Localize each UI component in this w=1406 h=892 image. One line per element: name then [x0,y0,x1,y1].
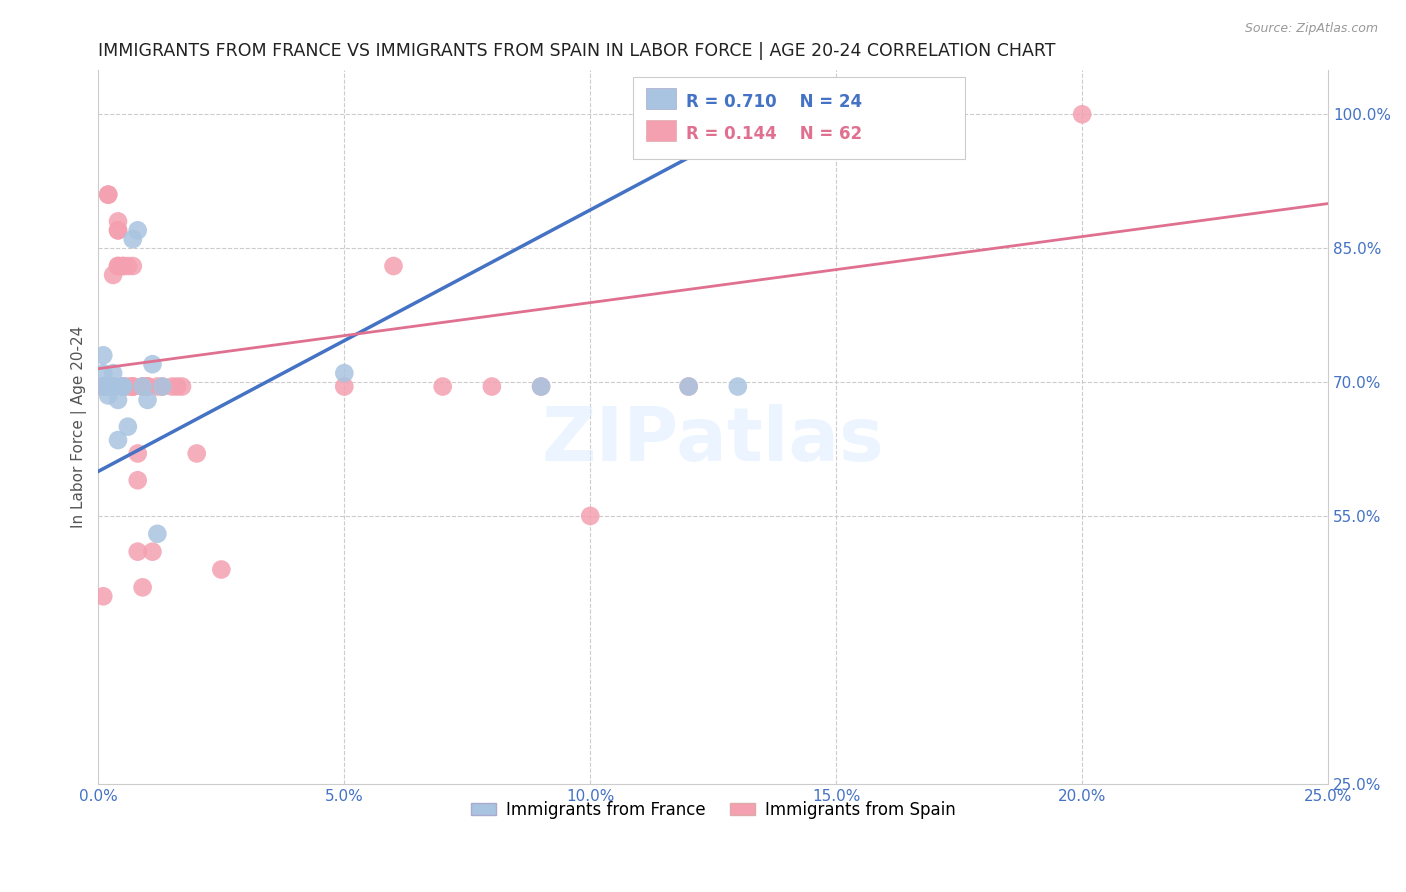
Point [97,187,120,202]
Point [727,379,749,393]
Point [107,214,129,228]
Point [97,379,120,393]
Point [678,379,700,393]
Point [91,379,114,393]
Text: R = 0.710    N = 24: R = 0.710 N = 24 [686,93,862,112]
Point [150,379,173,393]
Point [91,379,114,393]
Point [101,366,124,380]
Point [91,366,114,380]
Text: IMMIGRANTS FROM FRANCE VS IMMIGRANTS FROM SPAIN IN LABOR FORCE | AGE 20-24 CORRE: IMMIGRANTS FROM FRANCE VS IMMIGRANTS FRO… [98,42,1056,60]
Point [111,379,134,393]
Point [101,379,124,393]
Point [107,223,129,237]
Point [1071,107,1094,121]
FancyBboxPatch shape [633,77,966,159]
Point [127,223,149,237]
Point [160,379,183,393]
Point [131,379,153,393]
Point [101,379,124,393]
Point [186,446,208,460]
Legend: Immigrants from France, Immigrants from Spain: Immigrants from France, Immigrants from … [464,794,963,825]
Point [111,379,134,393]
Point [131,580,153,594]
Point [111,379,134,393]
FancyBboxPatch shape [645,120,676,141]
Point [111,379,134,393]
Point [170,379,193,393]
Point [333,366,356,380]
Point [111,259,134,273]
Point [530,379,553,393]
Point [91,379,114,393]
Y-axis label: In Labor Force | Age 20-24: In Labor Force | Age 20-24 [72,326,87,528]
Point [136,392,159,407]
Point [127,446,149,460]
Point [121,379,143,393]
Point [91,348,114,362]
Point [101,379,124,393]
Point [432,379,454,393]
Text: ZIPatlas: ZIPatlas [541,404,884,477]
Point [97,379,120,393]
Point [97,379,120,393]
Point [97,187,120,202]
Point [117,419,139,434]
Point [146,526,169,541]
Point [678,379,700,393]
Point [121,379,143,393]
Point [101,379,124,393]
Point [136,379,159,393]
Point [131,379,153,393]
Point [530,379,553,393]
Point [91,379,114,393]
Point [150,379,173,393]
Point [97,379,120,393]
Point [166,379,188,393]
Point [382,259,405,273]
Point [91,379,114,393]
Point [579,508,602,523]
Point [117,259,139,273]
Point [97,379,120,393]
FancyBboxPatch shape [645,87,676,109]
Point [107,392,129,407]
Point [121,232,143,246]
Point [91,589,114,603]
Point [91,379,114,393]
Text: R = 0.144    N = 62: R = 0.144 N = 62 [686,126,862,144]
Point [127,473,149,487]
Point [121,259,143,273]
Point [481,379,503,393]
Point [121,379,143,393]
Point [107,259,129,273]
Text: Source: ZipAtlas.com: Source: ZipAtlas.com [1244,22,1378,36]
Point [101,268,124,282]
Point [107,223,129,237]
Point [333,379,356,393]
Point [97,379,120,393]
Point [101,379,124,393]
Point [107,259,129,273]
Point [131,379,153,393]
Point [141,357,163,371]
Point [97,388,120,402]
Point [209,562,232,576]
Point [107,433,129,447]
Point [141,544,163,558]
Point [136,379,159,393]
Point [111,379,134,393]
Point [97,379,120,393]
Point [101,379,124,393]
Point [117,379,139,393]
Point [91,379,114,393]
Point [97,379,120,393]
Point [111,259,134,273]
Point [136,379,159,393]
Point [127,544,149,558]
Point [146,379,169,393]
